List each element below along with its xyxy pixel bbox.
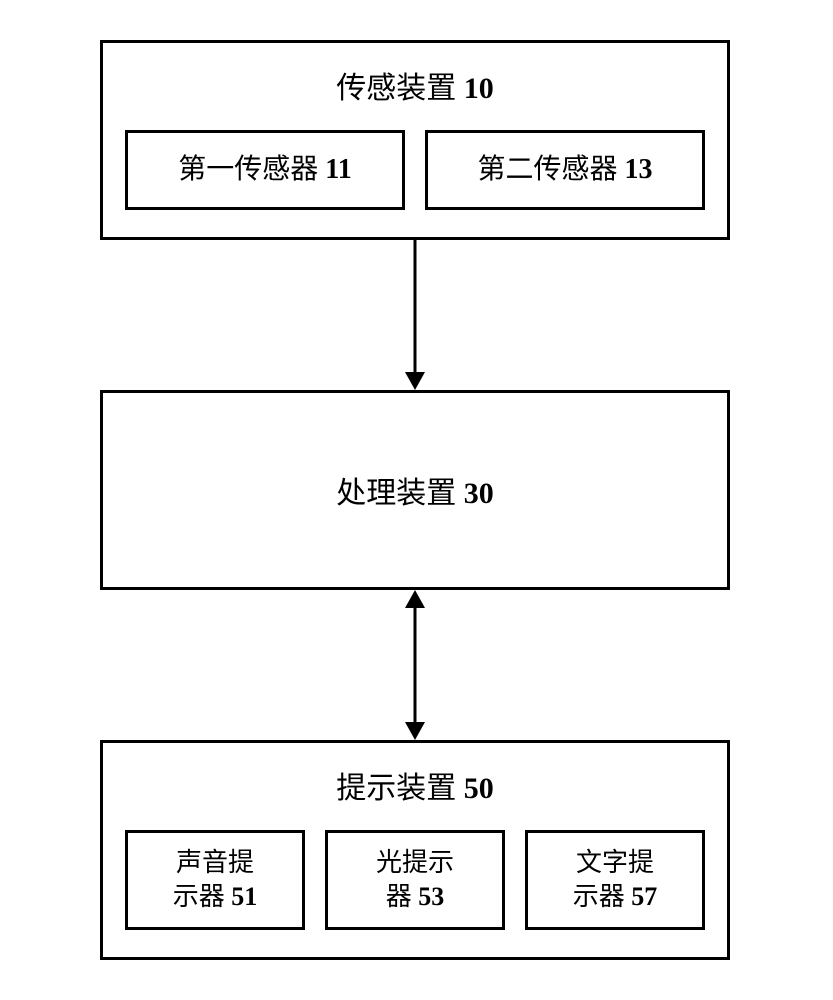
light-prompt-label: 光提示 器 53 [376, 846, 454, 914]
prompt-device-title-text: 提示装置 [336, 772, 456, 805]
light-prompt-number: 53 [418, 882, 444, 911]
sound-prompt-label: 声音提 示器 51 [173, 846, 258, 914]
text-prompt-label: 文字提 示器 57 [573, 846, 658, 914]
light-prompt-line2: 器 [386, 882, 412, 911]
light-prompt-box: 光提示 器 53 [325, 830, 505, 930]
sound-prompt-line2: 示器 [173, 882, 225, 911]
text-prompt-line2: 示器 [573, 882, 625, 911]
sound-prompt-line1: 声音提 [176, 848, 254, 877]
prompt-device-number: 50 [464, 772, 494, 805]
sound-prompt-number: 51 [231, 882, 257, 911]
text-prompt-number: 57 [631, 882, 657, 911]
text-prompt-box: 文字提 示器 57 [525, 830, 705, 930]
text-prompt-line1: 文字提 [576, 848, 654, 877]
sound-prompt-box: 声音提 示器 51 [125, 830, 305, 930]
light-prompt-line1: 光提示 [376, 848, 454, 877]
prompt-device-title: 提示装置 50 [103, 763, 727, 807]
